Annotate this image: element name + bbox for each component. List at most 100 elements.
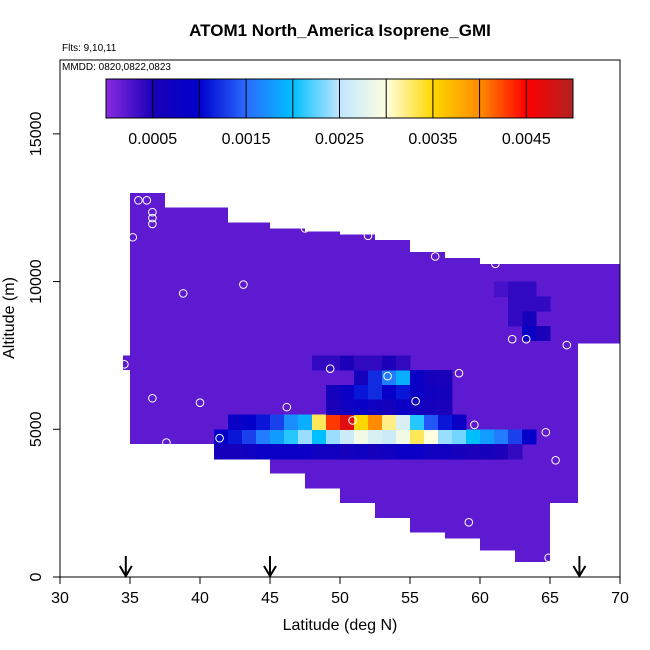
heatmap-cell xyxy=(368,384,383,401)
heatmap-cell xyxy=(256,414,271,430)
heatmap-cell xyxy=(228,414,243,430)
observation-point xyxy=(614,250,623,260)
heatmap-cell xyxy=(410,444,425,460)
observation-point xyxy=(195,398,205,407)
dates-annotation: MMDD: 0820,0822,0823 xyxy=(62,62,171,73)
heatmap-cell xyxy=(354,444,369,460)
heatmap-cell xyxy=(424,399,439,416)
colorbar-tick-label: 0.0045 xyxy=(502,131,551,148)
observation-point xyxy=(282,402,292,412)
coverage-region xyxy=(564,343,578,504)
heatmap-cell xyxy=(494,429,509,445)
x-tick-label: 70 xyxy=(611,590,629,607)
heatmap-cell xyxy=(228,429,243,445)
heatmap-cell xyxy=(494,281,509,297)
heatmap-cell xyxy=(396,399,411,416)
heatmap-cell xyxy=(466,444,481,460)
observation-point xyxy=(521,334,531,344)
heatmap-cell xyxy=(284,414,299,430)
heatmap-cell xyxy=(382,414,397,430)
heatmap-cell xyxy=(326,429,341,445)
heatmap-cell xyxy=(284,429,299,445)
heatmap-cell xyxy=(368,414,383,430)
heatmap-cell xyxy=(508,429,523,445)
flight-marker-arrowhead xyxy=(118,565,133,578)
observation-point xyxy=(383,371,392,381)
heatmap-cell xyxy=(368,370,383,386)
heatmap-cell xyxy=(326,355,341,371)
heatmap-cell xyxy=(270,429,285,445)
colorbar-tick-label: 0.0015 xyxy=(222,131,271,148)
heatmap-cell xyxy=(410,414,425,430)
x-tick-label: 45 xyxy=(261,590,279,607)
observation-point xyxy=(491,259,500,269)
heatmap-cell xyxy=(508,296,523,312)
observation-point xyxy=(215,433,224,443)
observation-point xyxy=(162,438,171,447)
chart-title: ATOM1 North_America Isoprene_GMI xyxy=(189,21,491,40)
heatmap-cell xyxy=(382,429,397,445)
flight-marker-arrowhead xyxy=(572,565,587,578)
observation-point xyxy=(142,196,152,205)
observation-point xyxy=(454,368,464,378)
heatmap-cell xyxy=(326,444,341,460)
heatmap-cell xyxy=(368,444,383,460)
heatmap-cell xyxy=(368,355,383,371)
x-tick-label: 35 xyxy=(121,590,139,607)
observation-point xyxy=(239,280,248,289)
heatmap-cell xyxy=(284,444,299,460)
observation-point xyxy=(544,553,553,563)
heatmap-cell xyxy=(396,355,411,371)
colorbar-tick-label: 0.0025 xyxy=(315,131,364,148)
heatmap-cell xyxy=(410,370,425,386)
observation-point xyxy=(348,416,357,425)
heatmap-cell xyxy=(536,296,551,312)
heatmap-cell xyxy=(298,414,313,430)
heatmap-cell xyxy=(410,399,425,416)
heatmap-cell xyxy=(438,384,453,401)
heatmap-cell xyxy=(410,429,425,445)
flights-annotation: Flts: 9,10,11 xyxy=(62,43,117,54)
heatmap-cell xyxy=(494,444,509,460)
heatmap-cell xyxy=(382,444,397,460)
heatmap-cell xyxy=(214,429,229,445)
heatmap-cell xyxy=(424,370,439,386)
heatmap-cell xyxy=(480,429,495,445)
heatmap-cell xyxy=(354,399,369,416)
observation-point xyxy=(411,396,420,406)
x-axis-label: Latitude (deg N) xyxy=(283,617,398,634)
y-tick-label: 0 xyxy=(28,572,45,581)
heatmap-cell xyxy=(382,399,397,416)
heatmap-cell xyxy=(242,429,257,445)
heatmap-cell xyxy=(438,444,453,460)
x-axis: 30 35 40 45 50 55 60 65 70 xyxy=(51,577,629,607)
heatmap-cell xyxy=(396,384,411,401)
heatmap-cell xyxy=(242,444,257,460)
observation-point xyxy=(128,232,138,242)
y-tick-label: 10000 xyxy=(28,259,45,304)
coverage-region xyxy=(130,192,151,445)
observation-point xyxy=(541,427,551,437)
x-tick-label: 65 xyxy=(541,590,559,607)
coverage-region xyxy=(151,192,165,445)
heatmap-cell xyxy=(368,429,383,445)
heatmap-cell xyxy=(410,384,425,401)
y-tick-label: 5000 xyxy=(28,411,45,447)
heatmap-cell xyxy=(326,384,341,401)
heatmap-cell xyxy=(340,399,355,416)
heatmap-cell xyxy=(298,429,313,445)
colorbar-tick-label: 0.0035 xyxy=(408,131,457,148)
heatmap-cell xyxy=(438,399,453,416)
heatmap-cell xyxy=(438,370,453,386)
colorbar-tick-label: 0.0005 xyxy=(128,131,177,148)
heatmap-cell xyxy=(452,414,467,430)
heatmap-cell xyxy=(522,429,537,445)
heatmap-cell xyxy=(326,414,341,430)
observation-point xyxy=(178,289,188,298)
x-tick-label: 40 xyxy=(191,590,209,607)
heatmap-cell xyxy=(312,414,327,430)
heatmap-cell xyxy=(340,444,355,460)
observation-points xyxy=(120,196,623,563)
heatmap-cell xyxy=(396,414,411,430)
heatmap-cell xyxy=(508,444,523,460)
